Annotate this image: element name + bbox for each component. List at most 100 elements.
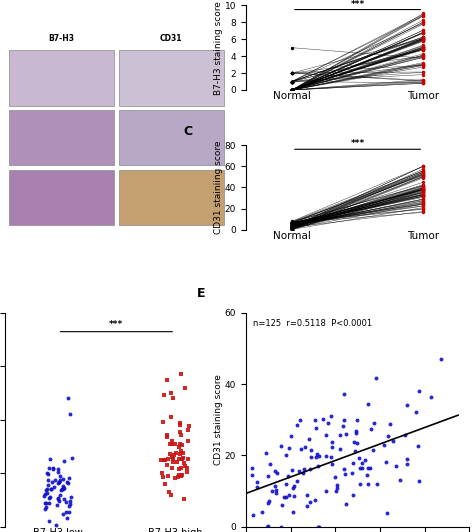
Text: ***: ***	[350, 0, 365, 9]
Point	[175, 464, 183, 473]
Point	[288, 86, 296, 94]
Point	[59, 484, 67, 493]
Point	[419, 185, 427, 194]
Point	[315, 522, 323, 531]
Point	[45, 494, 53, 503]
Point	[161, 456, 169, 464]
Point	[288, 219, 296, 228]
Point	[54, 465, 62, 473]
Point	[288, 220, 296, 229]
Point	[288, 225, 296, 233]
Point	[419, 12, 427, 20]
Point	[184, 436, 192, 445]
Point	[176, 421, 183, 430]
Point	[63, 478, 71, 486]
Point	[41, 498, 49, 507]
Point	[353, 415, 361, 424]
Point	[288, 219, 296, 227]
Point	[419, 9, 427, 18]
Point	[300, 464, 308, 473]
Point	[283, 451, 290, 460]
Point	[171, 440, 179, 448]
Point	[288, 219, 296, 228]
Point	[369, 446, 376, 455]
Point	[419, 43, 427, 51]
Point	[384, 432, 392, 440]
Point	[44, 489, 51, 497]
Point	[183, 468, 191, 476]
Point	[419, 46, 427, 54]
Point	[288, 86, 296, 94]
Point	[59, 510, 66, 519]
Point	[288, 86, 296, 94]
Point	[419, 169, 427, 178]
Point	[282, 493, 290, 502]
Point	[419, 199, 427, 207]
Point	[59, 485, 66, 493]
Point	[288, 220, 296, 229]
Point	[419, 28, 427, 37]
Point	[47, 485, 55, 494]
Point	[280, 493, 288, 501]
Point	[41, 505, 49, 513]
Point	[288, 221, 296, 230]
Point	[365, 400, 372, 409]
Point	[419, 170, 427, 179]
Point	[419, 61, 427, 69]
Point	[419, 28, 427, 37]
Point	[392, 461, 400, 470]
Point	[183, 464, 191, 473]
Point	[419, 34, 427, 43]
Point	[315, 462, 322, 470]
Point	[50, 483, 57, 492]
Point	[382, 458, 390, 467]
Point	[419, 52, 427, 61]
Point	[164, 430, 171, 439]
Point	[319, 415, 327, 423]
Point	[181, 462, 189, 470]
Point	[288, 86, 296, 94]
Point	[340, 415, 348, 424]
Point	[60, 482, 67, 491]
Point	[288, 86, 296, 94]
Point	[177, 472, 184, 480]
Point	[169, 455, 177, 463]
Point	[288, 86, 296, 94]
Point	[288, 224, 296, 232]
Point	[46, 455, 54, 464]
Point	[419, 76, 427, 84]
Point	[419, 29, 427, 38]
Point	[364, 463, 372, 472]
Point	[288, 220, 296, 229]
Point	[419, 37, 427, 45]
Point	[419, 180, 427, 189]
Point	[419, 41, 427, 49]
Point	[180, 459, 188, 467]
Point	[288, 86, 296, 94]
Point	[419, 171, 427, 179]
Point	[386, 420, 394, 428]
Point	[419, 178, 427, 186]
Point	[300, 469, 307, 477]
Point	[428, 393, 435, 402]
Point	[163, 376, 171, 384]
Point	[419, 167, 427, 175]
Point	[288, 86, 296, 94]
Point	[356, 453, 363, 462]
Point	[419, 186, 427, 195]
Point	[383, 509, 391, 518]
Point	[55, 494, 62, 502]
Point	[303, 502, 311, 510]
Point	[288, 225, 296, 233]
Point	[44, 469, 52, 478]
Point	[419, 185, 427, 194]
Point	[288, 86, 296, 94]
Point	[419, 18, 427, 27]
Point	[288, 222, 296, 231]
Point	[349, 491, 357, 500]
Point	[56, 472, 64, 480]
Point	[288, 221, 296, 229]
Point	[419, 43, 427, 52]
Point	[419, 172, 427, 181]
Point	[264, 499, 272, 508]
